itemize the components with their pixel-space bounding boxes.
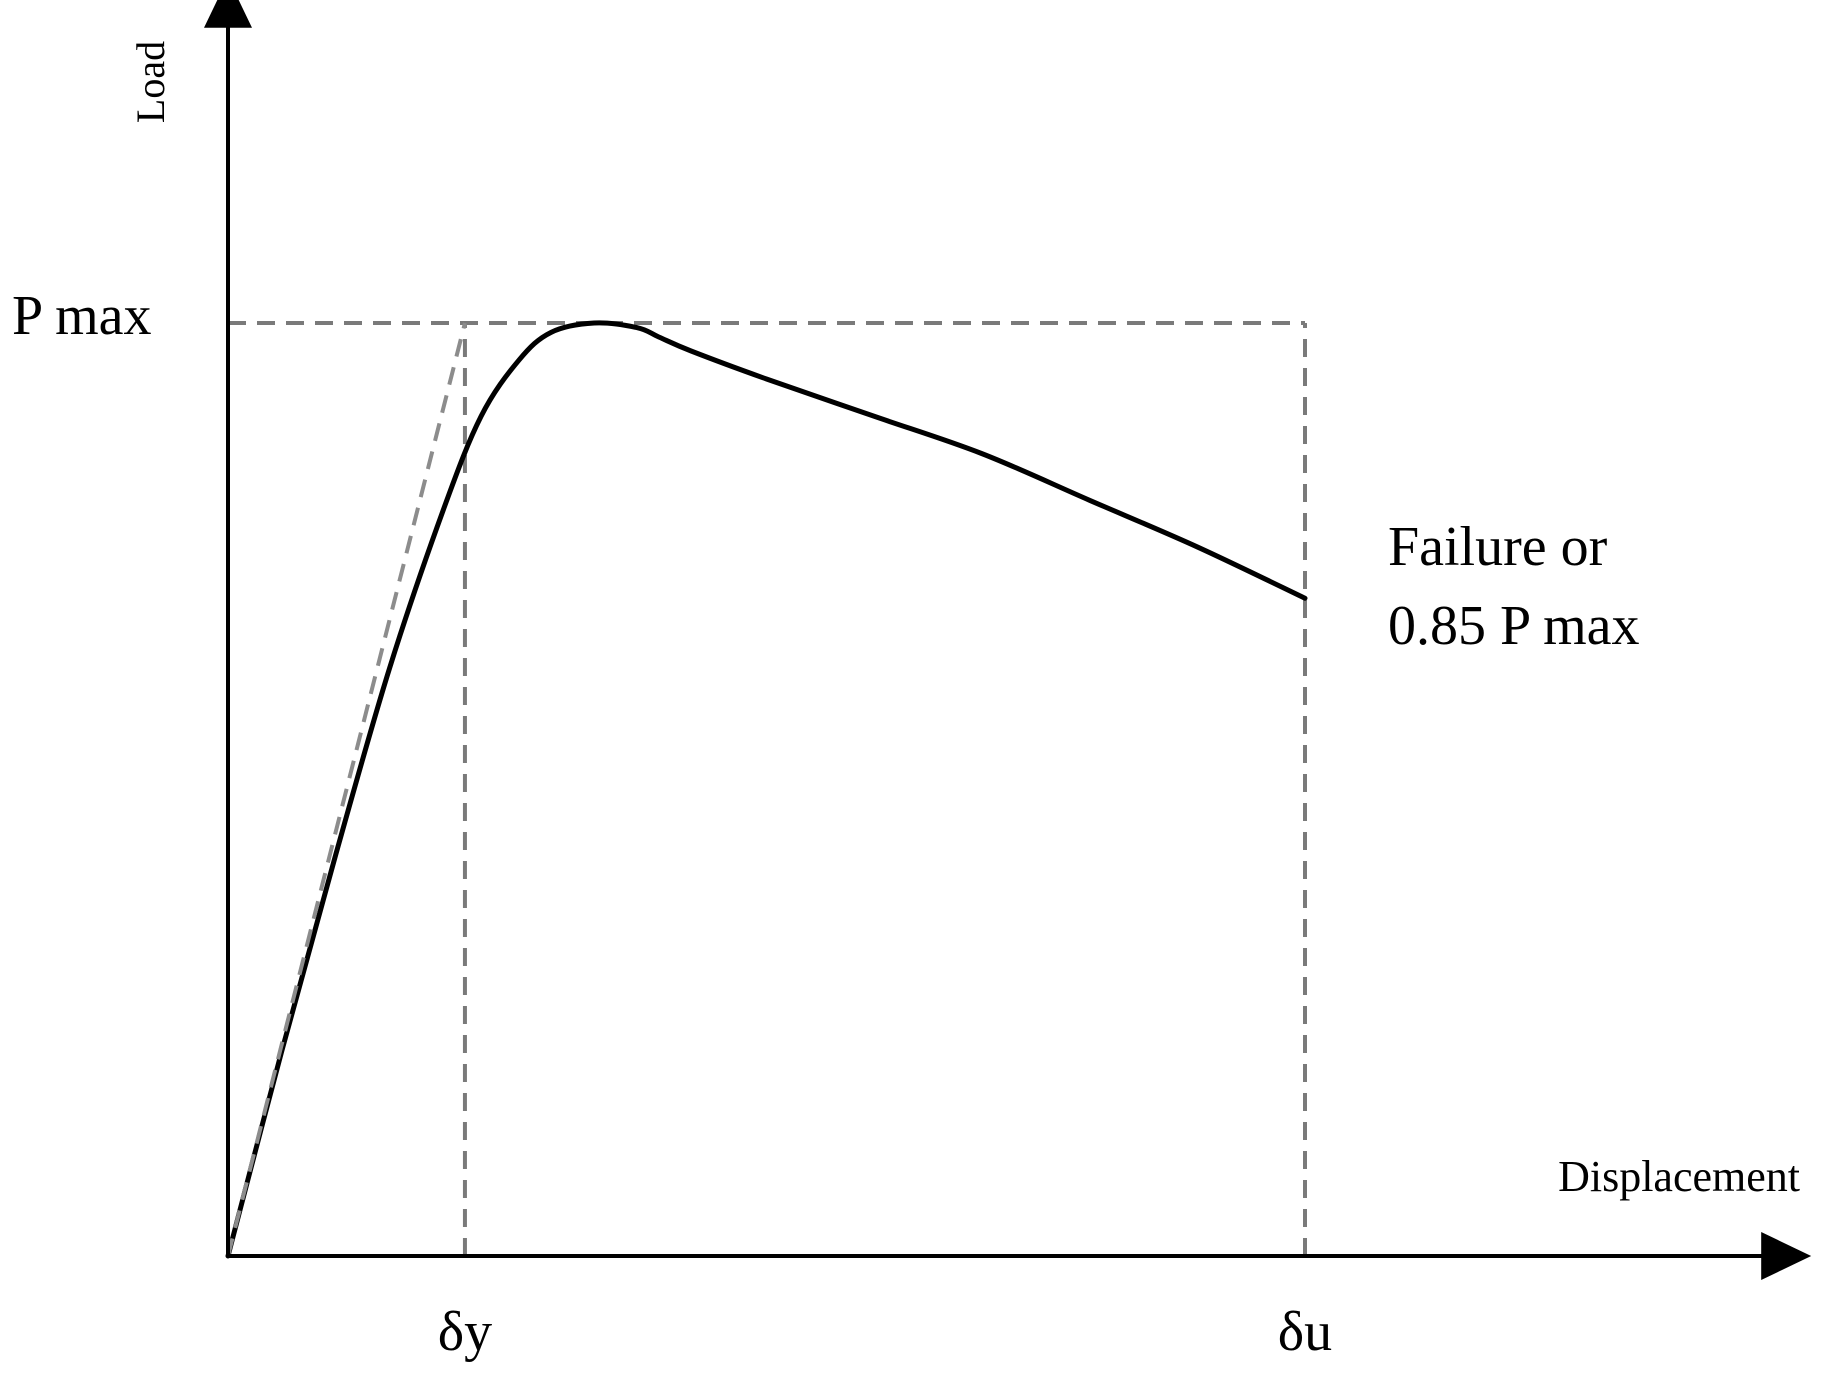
x-tick-label-delta-u: δu — [1278, 1301, 1332, 1363]
load-displacement-curve — [225, 320, 1308, 1259]
elastic-secant-line — [226, 322, 467, 1257]
x-axis-arrowhead — [1761, 1232, 1812, 1280]
y-tick-label-pmax: P max — [12, 285, 151, 347]
x-axis-label: Displacement — [1558, 1152, 1800, 1201]
failure-annotation-line1: Failure or — [1388, 516, 1608, 578]
y-axis-arrowhead — [204, 0, 252, 28]
y-axis-label: Load — [128, 41, 173, 123]
x-tick-label-delta-y: δy — [438, 1301, 492, 1363]
plot-area — [225, 320, 1308, 1259]
failure-annotation-line2: 0.85 P max — [1388, 595, 1639, 657]
